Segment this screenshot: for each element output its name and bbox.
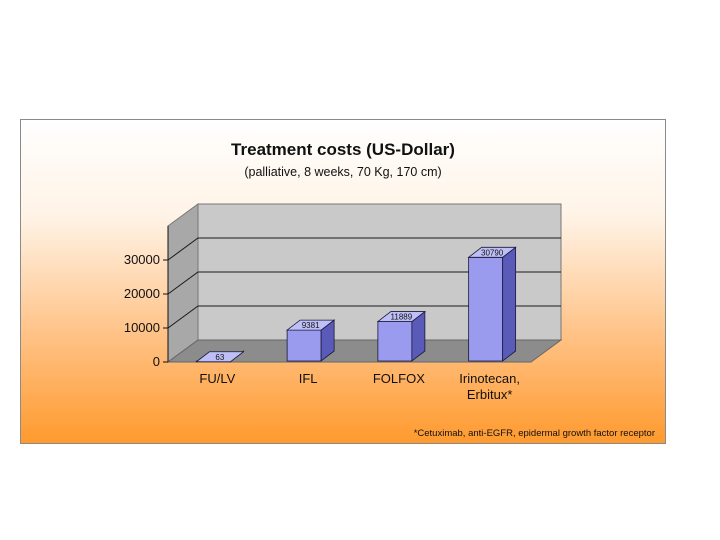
data-label: 30790 xyxy=(481,248,504,257)
y-tick-label: 20000 xyxy=(124,286,160,301)
y-tick-label: 0 xyxy=(153,354,160,369)
chart-floor xyxy=(166,339,563,363)
x-tick-label: Irinotecan, xyxy=(459,371,520,386)
y-tick-label: 10000 xyxy=(124,320,160,335)
data-label: 11889 xyxy=(391,313,413,322)
chart-footnote: *Cetuximab, anti-EGFR, epidermal growth … xyxy=(413,428,655,439)
bar-front xyxy=(286,329,322,362)
gridline xyxy=(167,271,561,295)
bar-chart-plot: 0 10000 20000 30000 63 FU/LV 9381 IFL 11889 FOLFO… xyxy=(124,203,563,402)
gridline xyxy=(167,237,561,261)
chart-title: Treatment costs (US-Dollar) xyxy=(231,140,455,159)
bar-side xyxy=(502,246,517,362)
bar-top xyxy=(467,246,517,258)
gridline xyxy=(167,305,561,329)
bar-top xyxy=(195,351,245,363)
x-tick-label: IFL xyxy=(299,371,318,386)
x-tick-label: FU/LV xyxy=(199,371,235,386)
bar-top xyxy=(285,319,336,331)
x-tick-label: FOLFOX xyxy=(373,371,425,386)
data-label: 9381 xyxy=(302,321,320,330)
bar-top xyxy=(376,311,427,322)
chart-frame: Treatment costs (US-Dollar) (palliative,… xyxy=(20,119,666,444)
bar-front xyxy=(468,256,504,362)
x-tick-label: Erbitux* xyxy=(467,387,513,402)
y-tick-label: 30000 xyxy=(124,252,160,267)
bar-front xyxy=(377,321,413,362)
chart-subtitle: (palliative, 8 weeks, 70 Kg, 170 cm) xyxy=(244,165,442,179)
data-label: 63 xyxy=(215,353,224,362)
